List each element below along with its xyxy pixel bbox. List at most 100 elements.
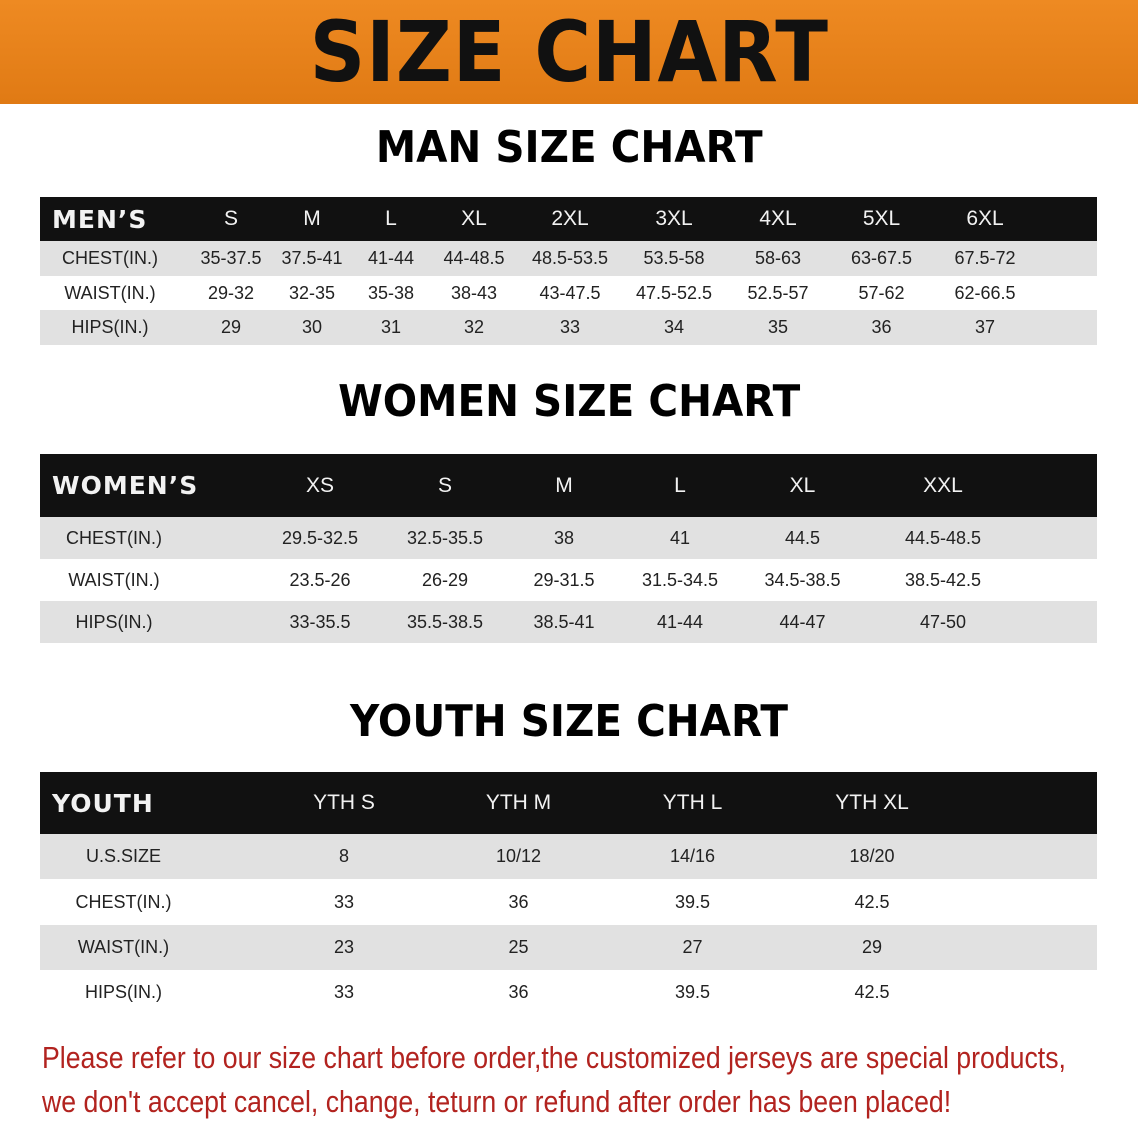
- table-row: HIPS(IN.) 29 30 31 32 33 34 35 36 37: [40, 310, 1097, 345]
- measurement-cell: 47-50: [919, 611, 967, 632]
- table-row: CHEST(IN.) 35-37.5 37.5-41 41-44 44-48.5 48.5…: [40, 241, 1097, 276]
- row-label: CHEST(IN.): [75, 891, 172, 912]
- size-header: XXL: [923, 473, 963, 497]
- size-header: S: [437, 473, 452, 497]
- row-label: CHEST(IN.): [62, 248, 158, 268]
- row-label: CHEST(IN.): [66, 527, 162, 548]
- measurement-cell: 32: [463, 317, 485, 337]
- notice-line-1: Please refer to our size chart before or…: [42, 1040, 1066, 1075]
- size-header: YTH XL: [835, 791, 909, 814]
- size-header: S: [223, 207, 238, 230]
- size-header: XL: [789, 473, 816, 497]
- size-header: 6XL: [966, 207, 1004, 230]
- header-row: MEN’S S M L XL 2XL 3XL 4XL 5XL 6XL: [40, 197, 1097, 241]
- measurement-cell: 31: [380, 317, 402, 337]
- measurement-cell: 27: [682, 937, 703, 957]
- table-row: WAIST(IN.) 23 25 27 29: [40, 925, 1097, 970]
- measurement-cell: 63-67.5: [850, 248, 913, 268]
- measurement-cell: 53.5-58: [643, 248, 705, 268]
- measurement-cell: 44-47: [779, 611, 826, 632]
- table-row: U.S.SIZE 8 10/12 14/16 18/20: [40, 834, 1097, 879]
- measurement-cell: 47.5-52.5: [635, 282, 713, 303]
- measurement-cell: 38.5-41: [533, 611, 595, 632]
- row-label: WAIST(IN.): [64, 282, 156, 303]
- measurement-cell: 35-37.5: [200, 248, 262, 268]
- measurement-cell: 62-66.5: [954, 282, 1016, 303]
- table-row: CHEST(IN.) 29.5-32.5 32.5-35.5 38 41 44.5 44.5…: [40, 517, 1097, 559]
- measurement-cell: 39.5: [674, 891, 711, 912]
- header-row: WOMEN’S XS S M L XL XXL: [40, 454, 1097, 517]
- size-header: M: [555, 473, 573, 497]
- measurement-cell: 37.5-41: [281, 248, 343, 268]
- measurement-cell: 35: [767, 317, 789, 337]
- table-title-cell: WOMEN’S: [52, 471, 199, 500]
- measurement-cell: 29: [861, 937, 883, 957]
- measurement-cell: 48.5-53.5: [531, 248, 609, 268]
- table-row: WAIST(IN.) 29-32 32-35 35-38 38-43 43-47.5 47.…: [40, 276, 1097, 310]
- table-row: CHEST(IN.) 33 36 39.5 42.5: [40, 879, 1097, 925]
- size-header: L: [674, 473, 686, 497]
- measurement-cell: 44.5-48.5: [904, 527, 982, 548]
- header-row: YOUTH YTH S YTH M YTH L YTH XL: [40, 772, 1097, 834]
- measurement-cell: 58-63: [754, 248, 802, 268]
- size-header: L: [385, 207, 397, 230]
- measurement-cell: 23.5-26: [289, 569, 351, 590]
- measurement-cell: 43-47.5: [539, 282, 601, 303]
- measurement-cell: 29: [220, 317, 242, 337]
- measurement-cell: 52.5-57: [747, 282, 809, 303]
- measurement-cell: 38.5-42.5: [904, 569, 982, 590]
- measurement-cell: 67.5-72: [954, 248, 1016, 268]
- table-row: HIPS(IN.) 33 36 39.5 42.5: [40, 970, 1097, 1015]
- measurement-cell: 31.5-34.5: [641, 569, 719, 590]
- measurement-cell: 38-43: [450, 282, 498, 303]
- measurement-cell: 41-44: [367, 248, 415, 268]
- row-label: U.S.SIZE: [85, 846, 161, 866]
- measurement-cell: 25: [508, 937, 529, 957]
- order-notice: Please refer to our size chart before or…: [42, 1036, 1066, 1124]
- measurement-cell: 33: [333, 982, 355, 1002]
- measurement-cell: 42.5: [854, 891, 890, 912]
- size-header: 4XL: [759, 207, 797, 230]
- row-label: HIPS(IN.): [71, 317, 149, 337]
- table-row: HIPS(IN.) 33-35.5 35.5-38.5 38.5-41 41-44 44-…: [40, 601, 1097, 643]
- measurement-cell: 30: [301, 317, 323, 337]
- measurement-cell: 32.5-35.5: [406, 527, 484, 548]
- size-header: XL: [461, 207, 487, 230]
- banner-title: SIZE CHART: [309, 3, 829, 101]
- measurement-cell: 34: [663, 317, 685, 337]
- measurement-cell: 29-32: [207, 282, 255, 303]
- size-header: M: [303, 207, 321, 230]
- measurement-cell: 14/16: [669, 846, 716, 866]
- measurement-cell: 29.5-32.5: [281, 527, 359, 548]
- size-header: YTH S: [313, 791, 375, 814]
- row-label: WAIST(IN.): [68, 569, 160, 590]
- measurement-cell: 26-29: [421, 569, 469, 590]
- row-label: HIPS(IN.): [84, 982, 162, 1002]
- women-size-table: WOMEN’S XS S M L XL XXL CHEST(IN.) 29.5-32.5 32.5…: [40, 454, 1097, 643]
- size-header: 2XL: [551, 207, 589, 230]
- measurement-cell: 37: [974, 317, 996, 337]
- measurement-cell: 33: [333, 891, 355, 912]
- size-header: YTH L: [662, 791, 723, 814]
- women-title: WOMEN SIZE CHART: [337, 376, 801, 427]
- size-header: 5XL: [862, 207, 901, 230]
- size-header: XS: [305, 473, 334, 497]
- measurement-cell: 33-35.5: [289, 611, 351, 632]
- table-row: WAIST(IN.) 23.5-26 26-29 29-31.5 31.5-34.5 34…: [40, 559, 1097, 601]
- youth-title: YOUTH SIZE CHART: [350, 696, 788, 747]
- measurement-cell: 35.5-38.5: [406, 611, 484, 632]
- size-header: 3XL: [655, 207, 693, 230]
- measurement-cell: 44-48.5: [443, 248, 505, 268]
- measurement-cell: 42.5: [854, 982, 890, 1002]
- measurement-cell: 35-38: [367, 282, 415, 303]
- youth-size-table: YOUTH YTH S YTH M YTH L YTH XL U.S.SIZE 8 10/12…: [40, 772, 1097, 1015]
- measurement-cell: 57-62: [858, 282, 905, 303]
- table-title-cell: MEN’S: [52, 204, 148, 234]
- measurement-cell: 41-44: [656, 611, 704, 632]
- measurement-cell: 36: [871, 317, 892, 337]
- men-title: MAN SIZE CHART: [375, 122, 763, 173]
- measurement-cell: 41: [669, 527, 691, 548]
- measurement-cell: 36: [508, 891, 529, 912]
- table-title-cell: YOUTH: [52, 788, 154, 818]
- row-label: HIPS(IN.): [75, 611, 153, 632]
